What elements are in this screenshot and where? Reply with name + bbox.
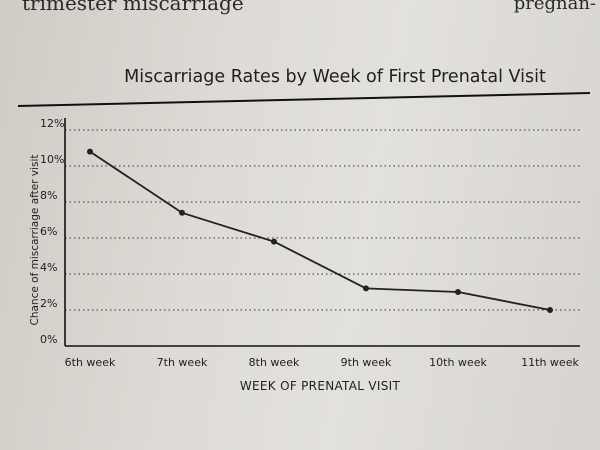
data-point	[271, 238, 277, 245]
y-tick-label: 12%	[40, 117, 64, 130]
x-tick-label: 8th week	[249, 356, 300, 369]
y-tick-label: 8%	[40, 189, 57, 202]
x-tick-label: 7th week	[157, 356, 208, 369]
y-tick-label: 10%	[40, 153, 64, 166]
series-path	[89, 150, 551, 311]
series-line	[87, 148, 553, 313]
y-tick-label: 2%	[40, 297, 57, 310]
x-axis-label: WEEK OF PRENATAL VISIT	[240, 379, 401, 393]
gridlines	[65, 129, 580, 311]
data-point	[455, 289, 461, 295]
chart-title: Miscarriage Rates by Week of First Prena…	[124, 67, 546, 87]
x-tick-label: 10th week	[429, 356, 487, 369]
title-rule	[17, 92, 591, 107]
data-point	[87, 148, 93, 155]
y-axis-label: Chance of miscarriage after visit	[29, 154, 41, 325]
data-point	[547, 307, 553, 313]
x-tick-labels: 6th week 7th week 8th week 9th week 10th wee…	[65, 356, 580, 369]
y-tick-label: 4%	[40, 261, 57, 274]
y-tick-label: 6%	[40, 225, 57, 238]
y-tick-labels: 0% 2% 4% 6% 8% 10% 12%	[40, 117, 64, 346]
data-point	[179, 209, 185, 216]
x-tick-label: 11th week	[521, 356, 579, 369]
x-tick-label: 6th week	[65, 356, 116, 369]
x-tick-label: 9th week	[341, 356, 392, 369]
bleed-text-right: pregnan-	[513, 0, 596, 14]
bleed-text-left: trimester miscarriage	[22, 0, 244, 15]
y-tick-label: 0%	[40, 333, 57, 346]
data-point	[363, 285, 369, 292]
